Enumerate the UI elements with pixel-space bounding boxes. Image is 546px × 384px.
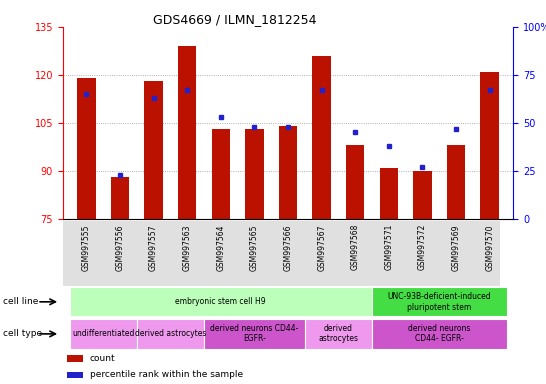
Text: GSM997566: GSM997566 [283,224,293,271]
Text: embryonic stem cell H9: embryonic stem cell H9 [175,297,266,306]
Bar [144,81,163,219]
Text: GSM997571: GSM997571 [384,224,393,270]
Bar [346,145,365,219]
Text: percentile rank within the sample: percentile rank within the sample [90,370,243,379]
Text: derived
astrocytes: derived astrocytes [318,324,358,343]
Text: GSM997563: GSM997563 [183,224,192,271]
Text: GSM997557: GSM997557 [149,224,158,271]
Text: cell line: cell line [3,297,38,306]
Bar [204,319,305,349]
Text: GSM997570: GSM997570 [485,224,494,271]
Bar [305,319,372,349]
Text: GSM997565: GSM997565 [250,224,259,271]
Text: derived neurons
CD44- EGFR-: derived neurons CD44- EGFR- [408,324,471,343]
Bar [178,46,197,219]
Bar [379,168,398,219]
Text: derived astrocytes: derived astrocytes [135,329,206,338]
Bar [67,372,83,378]
Text: count: count [90,354,115,363]
Bar [447,145,465,219]
Text: GSM997568: GSM997568 [351,224,360,270]
Bar [372,319,507,349]
Text: GSM997567: GSM997567 [317,224,326,271]
Text: cell type: cell type [3,329,42,338]
Bar [312,56,331,219]
Text: GDS4669 / ILMN_1812254: GDS4669 / ILMN_1812254 [153,13,317,26]
Bar [245,129,264,219]
Bar [67,355,83,362]
Text: GSM997564: GSM997564 [216,224,225,271]
Bar [480,72,499,219]
Bar [413,171,432,219]
Text: undifferentiated: undifferentiated [72,329,134,338]
Text: UNC-93B-deficient-induced
pluripotent stem: UNC-93B-deficient-induced pluripotent st… [388,292,491,311]
Bar [136,319,204,349]
Text: GSM997569: GSM997569 [452,224,461,271]
Bar [69,319,136,349]
Bar [211,129,230,219]
Bar [69,288,372,316]
Text: GSM997572: GSM997572 [418,224,427,270]
Bar [372,288,507,316]
Bar [77,78,96,219]
Text: derived neurons CD44-
EGFR-: derived neurons CD44- EGFR- [210,324,299,343]
Bar [111,177,129,219]
Bar [279,126,297,219]
Text: GSM997555: GSM997555 [82,224,91,271]
Text: GSM997556: GSM997556 [115,224,124,271]
